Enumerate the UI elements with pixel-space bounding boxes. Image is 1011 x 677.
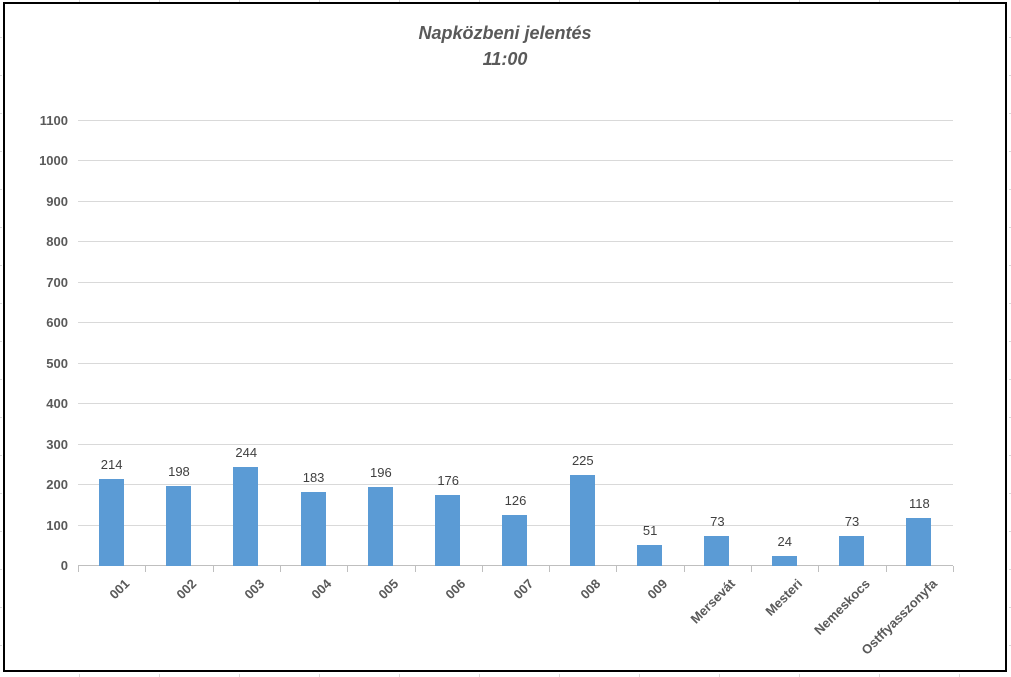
category-cell: 225 xyxy=(549,121,616,566)
y-tick-label: 700 xyxy=(46,274,68,290)
bar-value-label: 126 xyxy=(504,493,527,509)
bar xyxy=(637,545,663,566)
bar xyxy=(367,486,393,566)
x-tick-mark xyxy=(616,566,618,572)
x-tick-mark xyxy=(347,566,349,572)
chart-title: Napközbeni jelentés xyxy=(418,23,592,43)
x-tick-mark xyxy=(78,566,79,572)
category-cell: 176 xyxy=(415,121,482,566)
x-tick-mark xyxy=(549,566,551,572)
y-tick-label: 900 xyxy=(46,193,68,209)
y-tick-label: 100 xyxy=(46,517,68,533)
gridline xyxy=(78,281,953,283)
gridline xyxy=(78,403,953,405)
category-cell: 24 xyxy=(751,121,818,566)
category-cell: 244 xyxy=(213,121,280,566)
bar xyxy=(435,494,461,566)
bar-value-label: 118 xyxy=(908,496,930,512)
y-tick-label: 200 xyxy=(46,477,68,493)
category-cell: 196 xyxy=(347,121,414,566)
x-tick-mark xyxy=(885,566,887,572)
y-tick-label: 1000 xyxy=(39,153,68,169)
y-tick-label: 300 xyxy=(46,436,68,452)
bar xyxy=(906,518,932,566)
gridline xyxy=(78,484,953,486)
x-tick-mark xyxy=(145,566,147,572)
gridline xyxy=(78,200,953,202)
bar xyxy=(839,536,865,566)
bar xyxy=(704,536,730,566)
bar-value-label: 73 xyxy=(710,514,725,530)
gridline xyxy=(78,322,953,324)
category-cell: 73 xyxy=(818,121,885,566)
bar xyxy=(300,491,326,566)
bar-value-label: 24 xyxy=(777,534,792,550)
gridline xyxy=(78,160,953,162)
x-tick-mark xyxy=(818,566,820,572)
y-tick-label: 600 xyxy=(46,315,68,331)
y-tick-label: 500 xyxy=(46,355,68,371)
category-cell: 73 xyxy=(684,121,751,566)
bar-value-label: 214 xyxy=(100,457,123,473)
bar xyxy=(233,467,259,566)
gridline xyxy=(78,443,953,445)
x-tick-mark xyxy=(953,566,954,572)
gridline xyxy=(78,120,953,121)
gridline xyxy=(78,241,953,243)
y-tick-label: 400 xyxy=(46,396,68,412)
x-tick-mark xyxy=(481,566,483,572)
worksheet-gridlines-left xyxy=(0,0,2,677)
category-cell: 214 xyxy=(78,121,145,566)
category-cell: 183 xyxy=(280,121,347,566)
bar-value-label: 73 xyxy=(844,514,860,530)
category-cell: 51 xyxy=(616,121,683,566)
x-tick-mark xyxy=(212,566,214,572)
category-cell: 198 xyxy=(145,121,212,566)
bar-value-label: 196 xyxy=(370,464,392,480)
bar-value-label: 198 xyxy=(168,463,190,479)
bar xyxy=(771,556,797,566)
bar-value-label: 183 xyxy=(302,469,325,485)
plot-area: 214 198 244 183 196 176 126 225 51 73 24 73 118 xyxy=(78,120,953,566)
x-tick-mark xyxy=(279,566,281,572)
bar-value-label: 225 xyxy=(571,452,594,468)
bar xyxy=(502,515,528,566)
y-tick-label: 0 xyxy=(60,558,68,573)
chart-subtitle: 11:00 xyxy=(482,49,528,69)
bar xyxy=(569,474,595,566)
x-tick-mark xyxy=(414,566,416,572)
bar xyxy=(98,479,124,566)
bar-value-label: 51 xyxy=(642,523,658,539)
chart-title-block: Napközbeni jelentés 11:00 xyxy=(5,20,1005,72)
x-tick-mark xyxy=(683,566,685,572)
chart: Napközbeni jelentés 11:00 214 198 244 183 19… xyxy=(3,2,1007,672)
y-tick-label: 800 xyxy=(46,234,68,250)
gridline xyxy=(78,362,953,364)
bar xyxy=(165,485,191,566)
y-tick-label: 1100 xyxy=(39,113,68,128)
x-tick-mark xyxy=(751,566,753,572)
category-cell: 126 xyxy=(482,121,549,566)
bar-value-label: 176 xyxy=(437,472,460,488)
bar-value-label: 244 xyxy=(235,445,258,461)
category-cell: 118 xyxy=(886,121,953,566)
